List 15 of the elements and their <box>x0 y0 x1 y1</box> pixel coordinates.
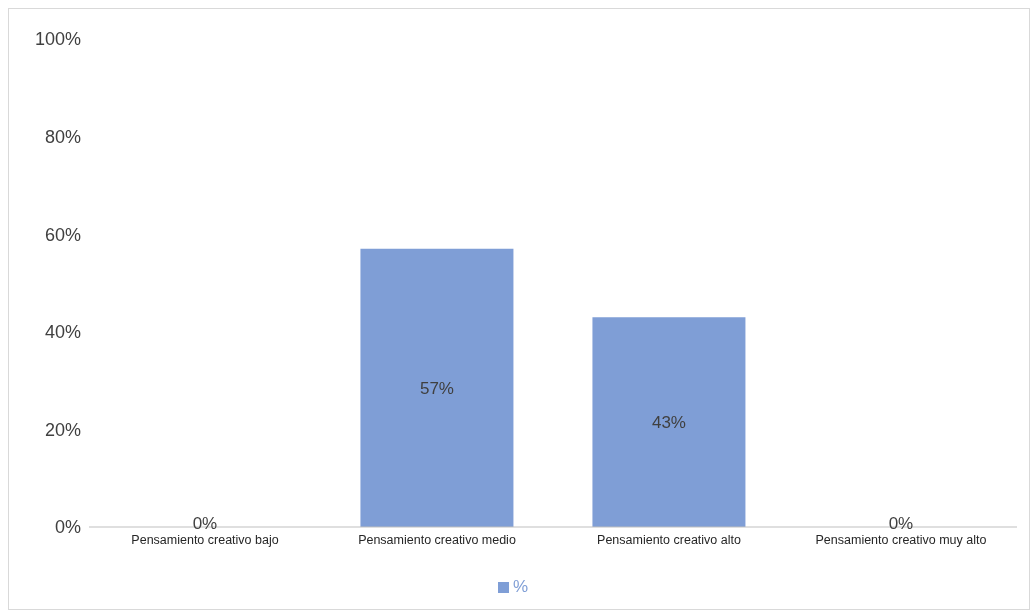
y-tick-label: 80% <box>44 126 81 147</box>
data-label: 43% <box>651 413 686 433</box>
y-tick-label: 60% <box>44 224 81 245</box>
y-tick-label: 0% <box>54 517 81 538</box>
data-label: 0% <box>888 513 914 533</box>
legend-label: % <box>512 577 529 596</box>
x-tick-label: Pensamiento creativo alto <box>597 532 741 547</box>
x-tick-label: Pensamiento creativo medio <box>358 532 516 547</box>
data-label: 0% <box>192 513 218 533</box>
x-tick-label: Pensamiento creativo bajo <box>131 532 279 547</box>
y-tick-label: 100% <box>34 29 81 50</box>
y-tick-label: 40% <box>44 322 81 343</box>
data-label: 57% <box>419 378 454 398</box>
y-tick-label: 20% <box>44 419 81 440</box>
x-tick-label: Pensamiento creativo muy alto <box>815 532 987 547</box>
